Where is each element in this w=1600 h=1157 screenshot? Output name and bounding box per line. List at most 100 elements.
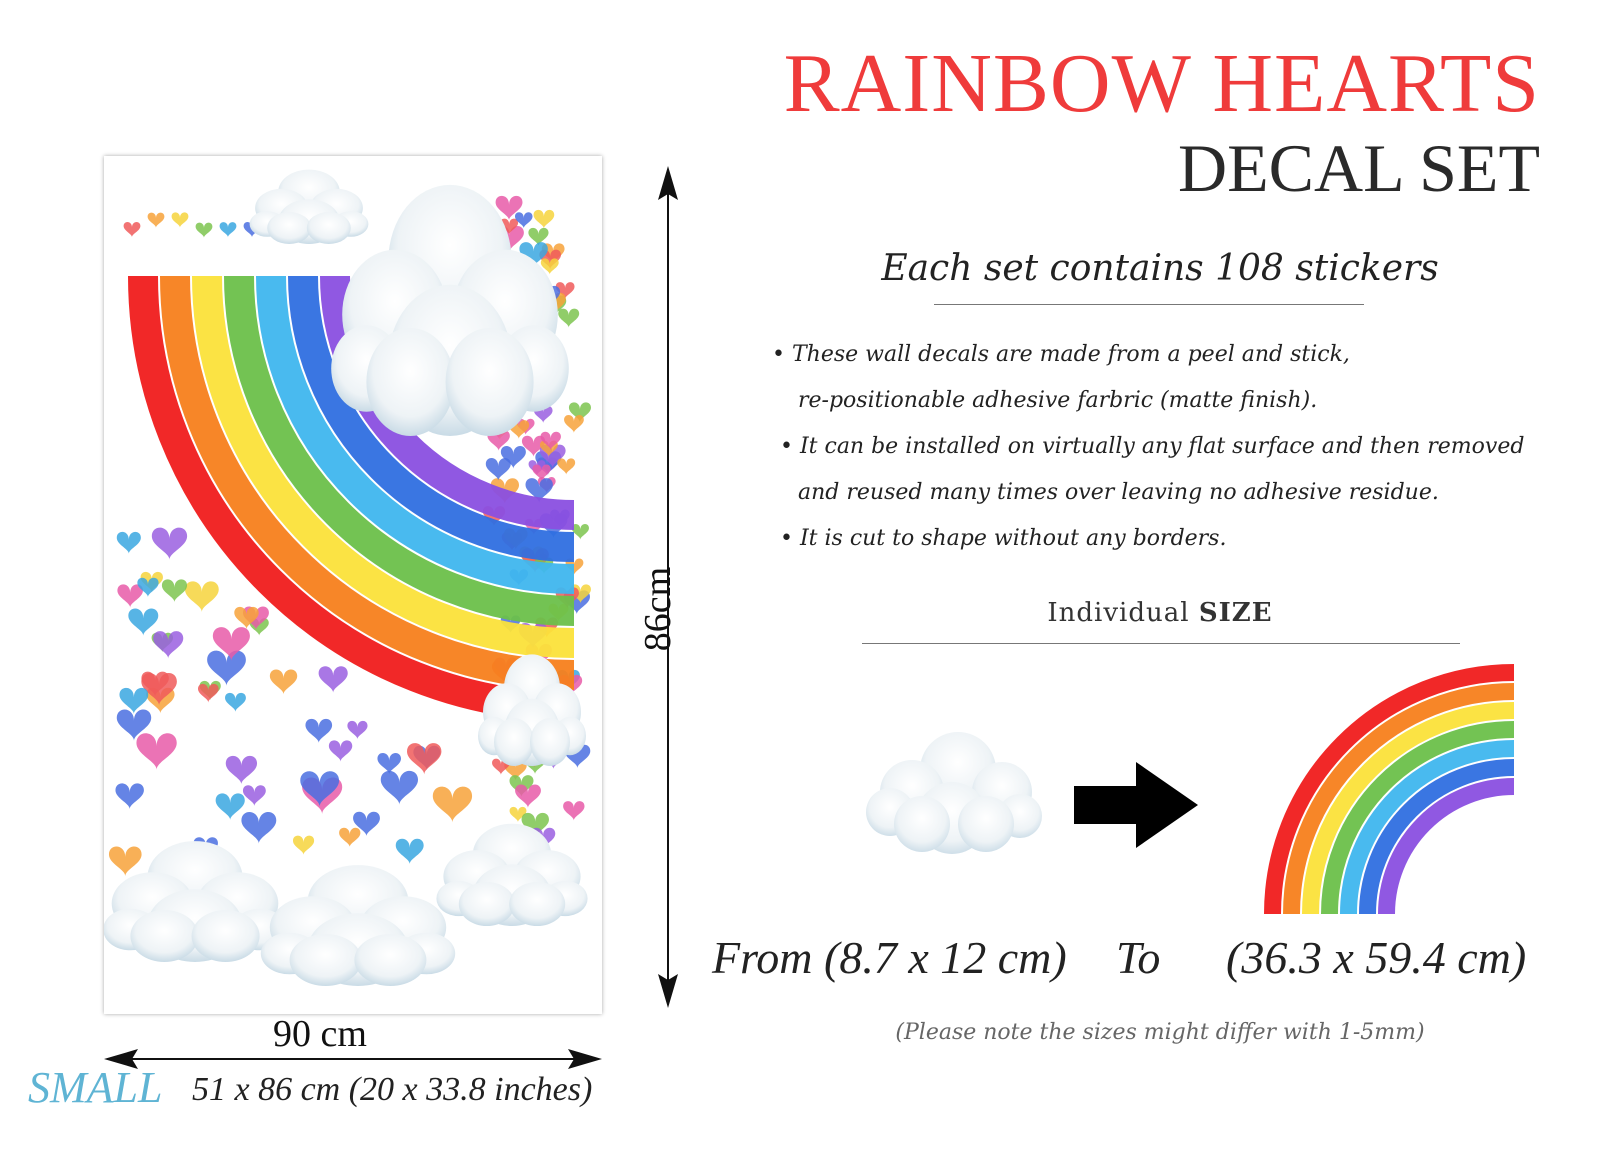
heart-icon	[353, 811, 380, 837]
heart-icon	[225, 755, 258, 785]
arrow-up-icon	[658, 166, 678, 200]
heart-icon	[292, 835, 315, 855]
heart-icon	[117, 584, 143, 608]
bullet-2-line-2: and reused many times over leaving no ad…	[798, 480, 1439, 505]
heart-icon	[380, 770, 419, 805]
size-divider	[862, 643, 1460, 644]
bullet-3: • It is cut to shape without any borders…	[780, 526, 1227, 551]
heart-icon	[528, 227, 549, 247]
heart-icon	[564, 415, 584, 433]
heart-icon	[115, 783, 144, 810]
heart-icon	[521, 812, 549, 838]
sticker-sheet-art	[104, 169, 591, 986]
heart-icon	[395, 838, 424, 865]
cloud-icon	[331, 184, 569, 436]
size-to-word: To	[1116, 932, 1161, 983]
heart-icon	[151, 527, 188, 560]
contains-divider	[934, 304, 1364, 305]
size-to: (36.3 x 59.4 cm)	[1226, 932, 1527, 983]
heart-icon	[328, 740, 353, 762]
individual-size-heading: Individual SIZE	[960, 598, 1360, 628]
heart-icon	[108, 846, 142, 877]
heart-icon	[514, 212, 533, 229]
title-line-2: DECAL SET	[1177, 130, 1540, 206]
height-label: 86cm	[637, 566, 679, 652]
size-from: From (8.7 x 12 cm)	[712, 932, 1067, 983]
heart-icon	[195, 222, 213, 238]
variant-dimensions: 51 x 86 cm (20 x 33.8 inches)	[192, 1071, 593, 1108]
heart-icon	[500, 218, 519, 235]
heart-icon	[515, 784, 541, 808]
width-dimension-line	[130, 1058, 574, 1060]
heart-icon	[234, 606, 259, 630]
sticker-sheet	[104, 156, 602, 1014]
bullet-1-line-1: • These wall decals are made from a peel…	[772, 342, 1350, 367]
heart-icon	[242, 785, 266, 807]
variant-name: SMALL	[28, 1063, 163, 1112]
arrow-left-icon	[104, 1049, 138, 1069]
heart-icon	[141, 671, 169, 697]
heart-icon	[568, 402, 591, 423]
heart-icon	[225, 692, 246, 712]
heart-icon	[525, 478, 553, 503]
heart-icon	[519, 242, 548, 269]
heart-icon	[171, 212, 189, 228]
contains-heading: Each set contains 108 stickers	[881, 248, 1439, 289]
heart-icon	[558, 308, 580, 328]
heart-icon	[555, 282, 575, 300]
heart-icon	[300, 771, 340, 807]
heart-icon	[116, 709, 152, 741]
bullet-1-line-2: re-positionable adhesive farbric (matte …	[798, 388, 1318, 413]
cloud-icon	[260, 865, 456, 986]
heart-icon	[197, 683, 219, 703]
individual-size-bold: SIZE	[1198, 598, 1273, 628]
heart-icon	[318, 666, 348, 693]
heart-icon	[147, 212, 165, 228]
clouds-group	[104, 169, 588, 986]
heart-icon	[521, 435, 546, 457]
heart-icon	[565, 558, 584, 575]
heart-icon	[212, 627, 250, 661]
rainbow-icon	[128, 275, 575, 722]
arrow-right-small-icon	[568, 1049, 602, 1069]
heart-icon	[128, 608, 159, 636]
heart-icon	[509, 806, 527, 823]
cloud-icon	[866, 732, 1042, 854]
right-arrow-icon	[1074, 762, 1198, 848]
height-dimension-line	[667, 190, 669, 988]
heart-icon	[406, 743, 442, 775]
heart-icon	[347, 720, 368, 740]
heart-icon	[432, 786, 473, 823]
heart-icon	[153, 631, 184, 659]
heart-icon	[500, 446, 526, 469]
title-line-1: RAINBOW HEARTS	[783, 37, 1540, 130]
heart-icon	[571, 523, 589, 540]
cloud-icon	[478, 654, 586, 767]
heart-icon	[241, 811, 277, 844]
individual-size-prefix: Individual	[1047, 598, 1190, 628]
heart-icon	[540, 431, 561, 451]
heart-icon	[207, 650, 246, 686]
rainbow-small-icon	[1264, 664, 1515, 915]
bullet-2-line-1: • It can be installed on virtually any f…	[780, 434, 1525, 459]
heart-icon	[485, 458, 511, 481]
heart-icon	[557, 458, 576, 475]
heart-icon	[269, 669, 298, 695]
heart-icon	[219, 222, 237, 238]
heart-icon	[161, 579, 188, 603]
heart-icon	[137, 577, 159, 597]
heart-icon	[377, 752, 402, 775]
heart-icon	[136, 733, 177, 770]
size-note: (Please note the sizes might differ with…	[895, 1020, 1425, 1045]
heart-icon	[495, 195, 523, 221]
heart-icon	[563, 801, 585, 821]
arrow-down-icon	[658, 974, 678, 1008]
heart-icon	[540, 258, 559, 275]
cloud-icon	[436, 823, 588, 926]
width-label: 90 cm	[273, 1013, 367, 1055]
heart-icon	[305, 718, 333, 744]
heart-icon	[116, 531, 141, 554]
heart-icon	[533, 209, 555, 229]
heart-icon	[123, 221, 141, 238]
heart-icon	[339, 827, 361, 848]
